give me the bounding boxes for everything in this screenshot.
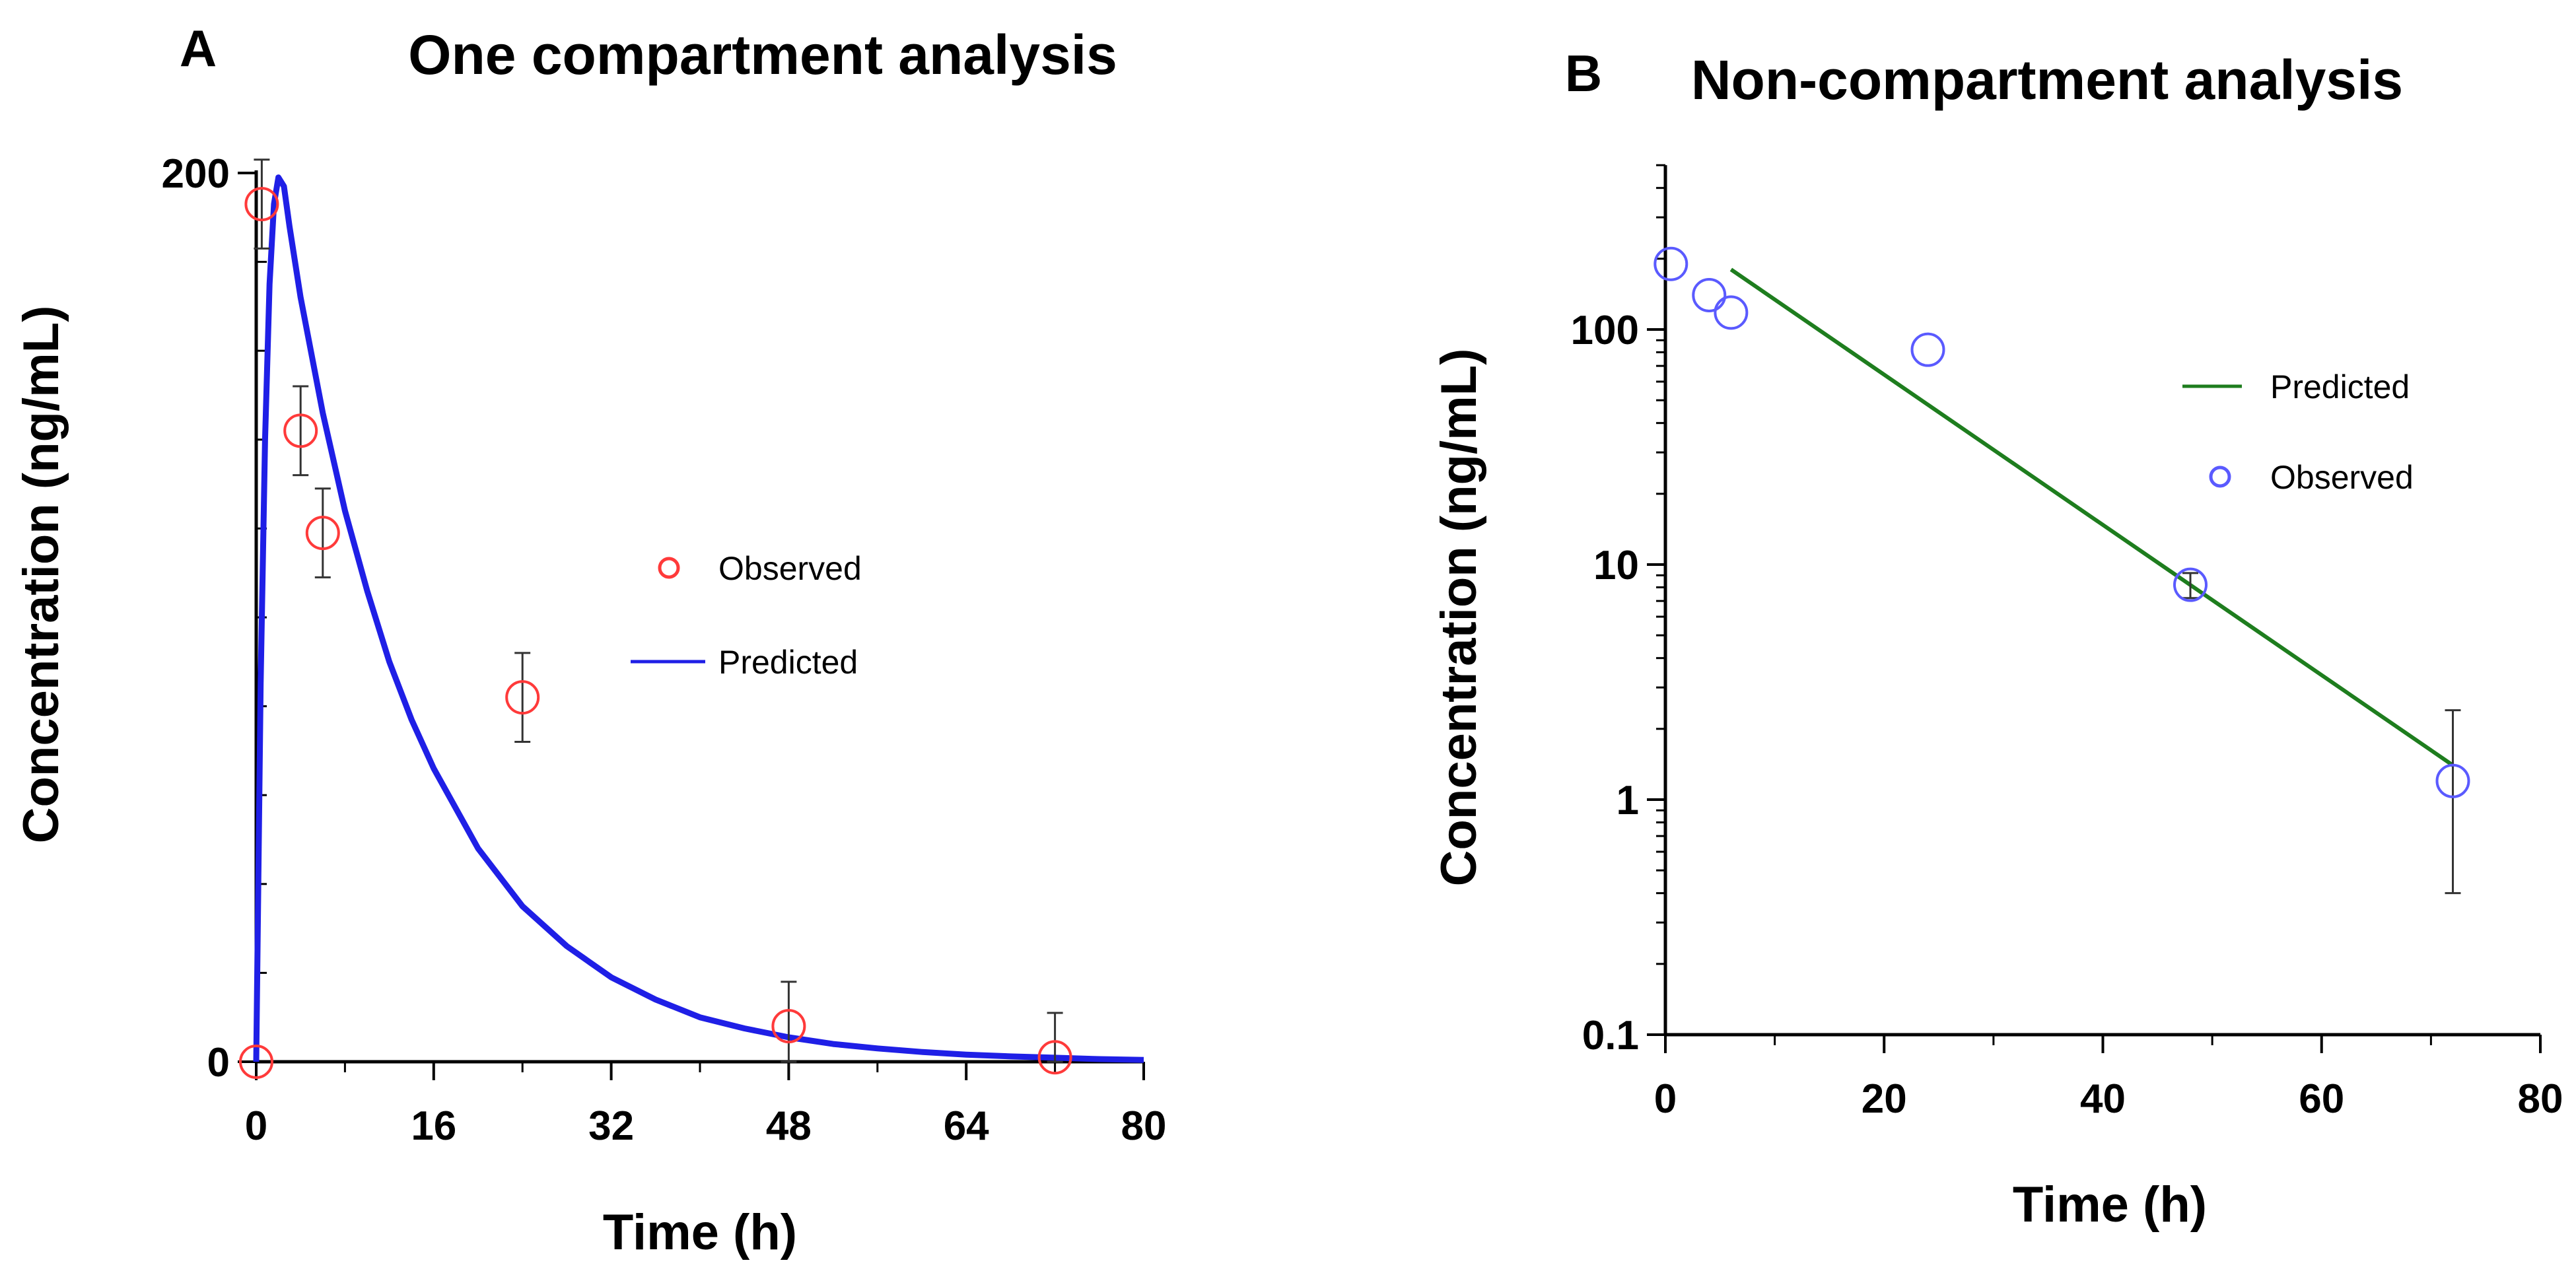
panel-b-series	[1654, 246, 2470, 895]
panel-a-legend-observed-label: Observed	[718, 550, 862, 587]
panel-a-predicted-line	[253, 174, 1144, 1063]
panel-b-x-tick-label: 20	[1862, 1076, 1907, 1122]
panel-a-letter: A	[180, 19, 217, 77]
panel-a-legend-observed-marker	[658, 557, 680, 579]
panel-b-axes	[1647, 164, 2542, 1053]
panel-a-observed-point	[283, 413, 318, 448]
panel-b-legend: Predicted Observed	[2182, 368, 2414, 496]
panel-a-observed-point	[771, 1009, 806, 1044]
panel-b-observed-point	[2435, 763, 2470, 798]
panel-a-axes	[238, 170, 1145, 1080]
panel-b-observed-point	[1692, 277, 1727, 312]
panel-b-predicted-line	[1729, 267, 2454, 767]
panel-b-y-axis-title: Concentration (ng/mL)	[1431, 349, 1487, 887]
panel-b-y-tick-label: 10	[1593, 543, 1639, 588]
panel-a-observed-point	[244, 187, 279, 222]
panel-a-x-tick-label: 48	[766, 1103, 812, 1149]
panel-b-observed-point	[1910, 332, 1945, 367]
panel-b-x-tick-label: 60	[2299, 1076, 2344, 1122]
panel-a-observed-point	[1037, 1040, 1072, 1075]
panel-a-legend: Observed Predicted	[631, 550, 862, 681]
panel-a-y-axis-title: Concentration (ng/mL)	[13, 306, 69, 844]
panel-b-x-tick-labels: 0 20 40 60 80	[1654, 1076, 2563, 1122]
panel-a-x-tick-label: 16	[411, 1103, 456, 1149]
panel-a-y-tick-labels: 0 200	[162, 151, 230, 1086]
panel-b-x-axis-title: Time (h)	[2013, 1177, 2207, 1233]
panel-b-title: Non-compartment analysis	[1691, 49, 2403, 111]
panel-a: A One compartment analysis Concentration…	[13, 19, 1166, 1260]
panel-a-x-tick-labels: 0 16 32 48 64 80	[245, 1103, 1167, 1149]
panel-a-observed-point	[239, 1045, 273, 1079]
panel-a-x-tick-label: 80	[1121, 1103, 1167, 1149]
panel-a-x-tick-label: 0	[245, 1103, 267, 1149]
panel-b-y-tick-label: 0.1	[1582, 1013, 1639, 1058]
panel-a-x-tick-label: 32	[588, 1103, 634, 1149]
panel-a-y-tick-label: 200	[162, 151, 230, 197]
panel-b-observed-point	[2173, 567, 2208, 602]
panel-b-legend-predicted-label: Predicted	[2270, 368, 2410, 405]
panel-b-y-tick-label: 100	[1571, 308, 1639, 353]
panel-a-x-axis-title: Time (h)	[603, 1204, 797, 1260]
panel-b-x-tick-label: 0	[1654, 1076, 1677, 1122]
panel-b-x-tick-label: 40	[2080, 1076, 2126, 1122]
panel-a-x-tick-label: 64	[944, 1103, 989, 1149]
panel-b-y-tick-labels: 0.1 1 10 100	[1571, 308, 1639, 1058]
panel-b-observed-point	[1654, 246, 1688, 281]
panel-a-title: One compartment analysis	[408, 24, 1117, 86]
panel-b-y-tick-label: 1	[1617, 778, 1639, 823]
panel-a-observed-point	[505, 680, 540, 715]
panel-b-legend-observed-label: Observed	[2270, 459, 2414, 496]
panel-a-series	[239, 158, 1144, 1079]
panel-b-observed-point	[1714, 295, 1749, 330]
panel-a-legend-predicted-label: Predicted	[718, 644, 858, 681]
panel-b: B Non-compartment analysis Concentration…	[1431, 44, 2563, 1233]
panel-b-x-tick-label: 80	[2518, 1076, 2563, 1122]
panel-b-legend-observed-marker	[2209, 466, 2231, 488]
panel-a-observed-point	[305, 516, 340, 551]
panel-a-y-tick-label: 0	[207, 1040, 230, 1086]
panel-b-letter: B	[1565, 44, 1602, 102]
